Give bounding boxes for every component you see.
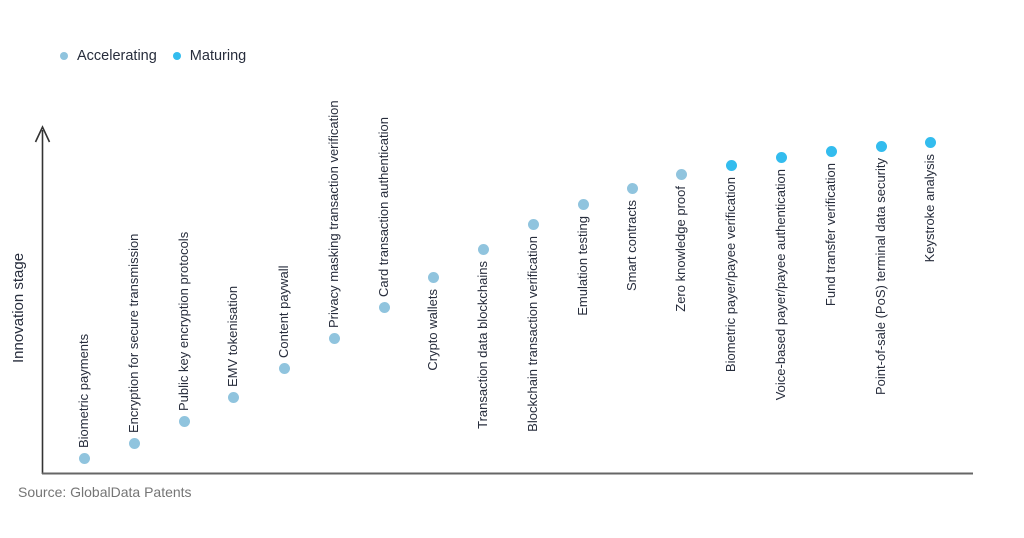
point-label: Privacy masking transaction verification bbox=[326, 100, 341, 328]
data-point-accelerating bbox=[227, 391, 239, 403]
point-label: Point-of-sale (PoS) terminal data securi… bbox=[873, 158, 888, 395]
point-label: Public key encryption protocols bbox=[176, 231, 191, 411]
data-point-maturing bbox=[825, 145, 837, 157]
legend: Accelerating Maturing bbox=[60, 48, 246, 64]
point-label: Transaction data blockchains bbox=[475, 261, 490, 429]
point-label: Encryption for secure transmission bbox=[126, 233, 141, 433]
point-label: Voice-based payer/payee authentication bbox=[773, 169, 788, 401]
data-point-accelerating bbox=[178, 415, 190, 427]
point-label: Crypto wallets bbox=[425, 289, 440, 371]
data-point-accelerating bbox=[328, 332, 340, 344]
point-label: Zero knowledge proof bbox=[673, 186, 688, 312]
point-label: EMV tokenisation bbox=[225, 285, 240, 387]
data-point-accelerating bbox=[278, 362, 290, 374]
legend-label-maturing: Maturing bbox=[189, 48, 247, 64]
data-point-maturing bbox=[924, 136, 936, 148]
data-point-accelerating bbox=[577, 198, 589, 210]
point-label: Biometric payments bbox=[76, 333, 91, 448]
point-label: Card transaction authentication bbox=[376, 117, 391, 297]
point-label: Smart contracts bbox=[624, 200, 639, 292]
legend-label-accelerating: Accelerating bbox=[77, 48, 157, 64]
data-point-maturing bbox=[725, 159, 737, 171]
point-label: Biometric payer/payee verification bbox=[723, 177, 738, 373]
point-label: Keystroke analysis bbox=[922, 154, 937, 263]
point-label: Emulation testing bbox=[575, 216, 590, 316]
accelerating-dot-icon bbox=[60, 52, 68, 60]
data-point-accelerating bbox=[427, 271, 439, 283]
maturing-dot-icon bbox=[172, 52, 181, 60]
legend-item-accelerating: Accelerating bbox=[60, 48, 157, 64]
data-point-accelerating bbox=[527, 218, 539, 230]
data-point-accelerating bbox=[128, 437, 140, 449]
source-note: Source: GlobalData Patents bbox=[18, 484, 192, 500]
legend-item-maturing: Maturing bbox=[172, 48, 247, 64]
data-point-maturing bbox=[775, 151, 787, 163]
point-label: Fund transfer verification bbox=[823, 163, 838, 307]
data-point-accelerating bbox=[626, 182, 638, 194]
point-label: Blockchain transaction verification bbox=[525, 236, 540, 432]
data-point-accelerating bbox=[675, 168, 687, 180]
data-point-accelerating bbox=[477, 243, 489, 255]
data-point-accelerating bbox=[378, 301, 390, 313]
y-axis-arrow-icon bbox=[34, 125, 51, 143]
data-point-accelerating bbox=[78, 452, 90, 464]
point-label: Content paywall bbox=[276, 265, 291, 359]
data-point-maturing bbox=[875, 140, 887, 152]
